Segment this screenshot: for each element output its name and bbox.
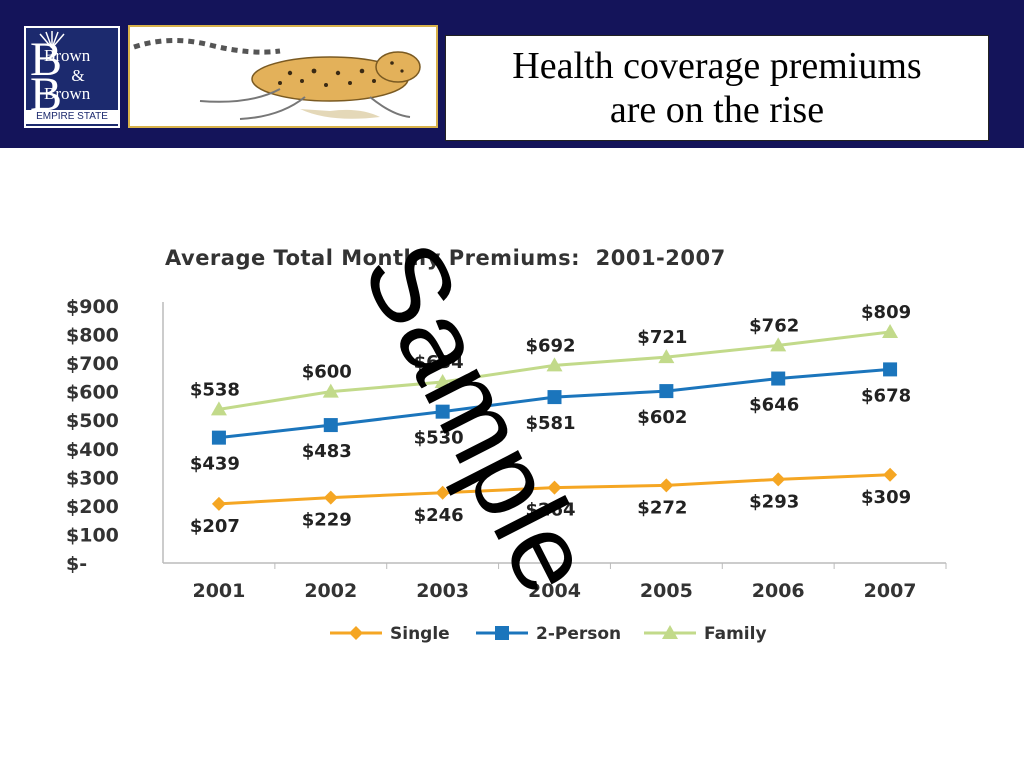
slide-title: Health coverage premiums are on the rise (445, 35, 989, 141)
chart-title: Average Total Monthly Premiums: 2001-200… (165, 246, 726, 270)
x-tick-label: 2001 (192, 580, 245, 602)
data-label: $721 (637, 327, 687, 348)
data-label: $538 (190, 379, 240, 400)
data-point-2-person (883, 362, 898, 377)
x-tick-label: 2003 (416, 580, 469, 602)
legend-label: 2-Person (536, 624, 621, 644)
y-tick-label: $600 (66, 382, 119, 404)
data-label: $483 (302, 441, 352, 462)
data-label: $264 (525, 500, 575, 521)
cheetah-icon (133, 37, 421, 120)
data-point-family (322, 383, 339, 398)
y-tick-label: $200 (66, 496, 119, 518)
data-label: $600 (302, 362, 352, 383)
data-point-family (210, 401, 227, 416)
logo-line2: Brown (44, 84, 91, 103)
data-point-single (435, 485, 450, 500)
data-label: $634 (414, 352, 464, 373)
logo-tagline: EMPIRE STATE (26, 110, 118, 124)
y-tick-label: $300 (66, 467, 119, 489)
data-point-single (211, 496, 226, 511)
data-point-family (770, 337, 787, 352)
sunburst-icon (39, 31, 65, 49)
data-label: $602 (637, 407, 687, 428)
data-point-single (771, 472, 786, 487)
logo-line1: Brown (44, 46, 91, 65)
data-point-single (323, 490, 338, 505)
cheetah-illustration (128, 25, 438, 128)
data-point-family (546, 357, 563, 372)
x-tick-label: 2005 (640, 580, 693, 602)
y-tick-label: $400 (66, 439, 119, 461)
data-label: $293 (749, 491, 799, 512)
legend-marker-family (662, 625, 678, 639)
data-label: $530 (414, 428, 464, 449)
legend-marker-2-person (495, 626, 509, 640)
legend-label: Single (390, 624, 450, 644)
data-point-2-person (323, 418, 338, 433)
data-point-single (547, 480, 562, 495)
x-tick-label: 2004 (528, 580, 581, 602)
y-tick-label: $- (66, 553, 87, 575)
data-label: $229 (302, 510, 352, 531)
y-tick-label: $800 (66, 325, 119, 347)
data-label: $309 (861, 487, 911, 508)
data-label: $207 (190, 516, 240, 537)
legend-marker-single (349, 626, 363, 640)
data-label: $646 (749, 395, 799, 416)
x-tick-label: 2006 (752, 580, 805, 602)
data-point-single (883, 467, 898, 482)
data-label: $246 (414, 505, 464, 526)
slide-title-text: Health coverage premiums are on the rise (512, 45, 922, 131)
data-label: $439 (190, 454, 240, 475)
logo-amp: & (71, 66, 85, 85)
data-point-family (434, 373, 451, 388)
y-tick-label: $700 (66, 353, 119, 375)
legend-label: Family (704, 624, 767, 644)
data-point-2-person (547, 390, 562, 405)
y-tick-label: $100 (66, 524, 119, 546)
data-label: $581 (525, 413, 575, 434)
data-point-family (658, 349, 675, 364)
y-tick-label: $900 (66, 296, 119, 318)
data-label: $692 (525, 335, 575, 356)
data-point-2-person (659, 384, 674, 399)
data-label: $272 (637, 497, 687, 518)
data-point-family (882, 323, 899, 338)
data-point-2-person (435, 404, 450, 419)
y-tick-label: $500 (66, 410, 119, 432)
data-point-single (659, 478, 674, 493)
data-point-2-person (211, 430, 226, 445)
data-point-2-person (771, 371, 786, 386)
x-tick-label: 2002 (304, 580, 357, 602)
x-tick-label: 2007 (864, 580, 917, 602)
data-label: $762 (749, 315, 799, 336)
data-label: $678 (861, 385, 911, 406)
data-label: $809 (861, 302, 911, 323)
